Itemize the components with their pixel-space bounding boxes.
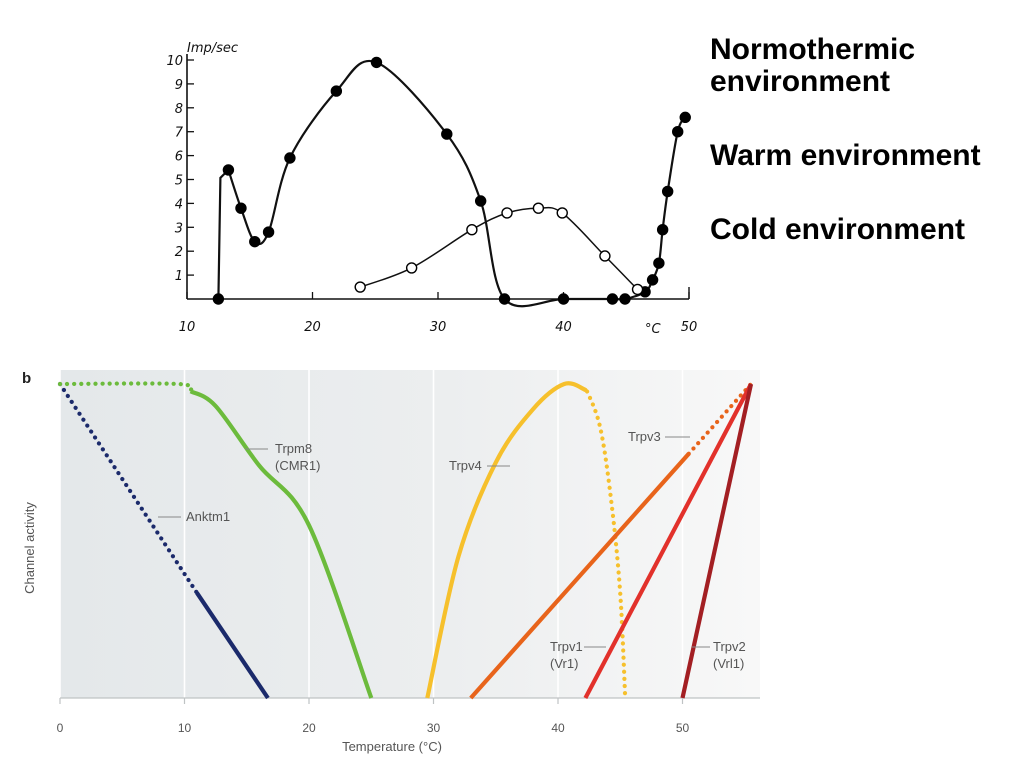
impulse-point-filled <box>679 111 691 124</box>
impulse-point-filled <box>330 85 343 97</box>
impulse-chart-lines <box>217 59 687 308</box>
impulse-chart-xtick-label: 50 <box>681 320 698 335</box>
impulse-chart: 10 20 30 40 50 1 2 3 4 5 6 7 8 9 10 Imp/sec °C <box>166 41 697 337</box>
annotation-line: (Vr1) <box>550 656 578 671</box>
channel-activity-gridlines <box>59 370 684 698</box>
annotation-line: (Vrl1) <box>713 656 744 671</box>
impulse-point-open <box>599 250 611 262</box>
legend-item-normothermic: Normothermic environment <box>710 33 916 98</box>
annotation-anktm1: Anktm1 <box>186 509 230 524</box>
series-trpm8-cmr1-dotted <box>57 381 194 394</box>
channel-activity-xlabel: Temperature (°C) <box>342 739 442 754</box>
annotation-line: (CMR1) <box>275 458 321 473</box>
annotation-trpv4: Trpv4 <box>449 458 482 473</box>
channel-activity-ylabel: Channel activity <box>22 502 37 594</box>
series-trpv2-vrl1-solid <box>680 383 754 699</box>
annotation-line: Trpv1 <box>550 639 583 654</box>
annotation-line: Trpv3 <box>628 429 661 444</box>
impulse-chart-xtick-label: 30 <box>430 320 447 335</box>
annotation-trpv2-vrl1: Trpv2 (Vrl1) <box>713 639 746 671</box>
impulse-point-open <box>501 207 513 219</box>
series-anktm1-dotted <box>57 381 199 595</box>
impulse-chart-ytick-label: 10 <box>166 54 183 69</box>
impulse-chart-xtick-label: 10 <box>179 320 196 335</box>
impulse-chart-points <box>212 56 691 305</box>
legend: Normothermic environment Warm environmen… <box>710 34 1020 246</box>
impulse-point-filled <box>284 152 296 164</box>
annotation-line: Trpv2 <box>713 639 746 654</box>
channel-activity-xtick-label: 10 <box>178 721 192 735</box>
impulse-point-filled <box>656 223 669 236</box>
impulse-chart-ytick-label: 9 <box>175 78 183 93</box>
impulse-point-filled <box>653 257 665 269</box>
impulse-point-open <box>354 281 366 293</box>
impulse-point-filled <box>498 293 511 305</box>
series-trpv3-dotted <box>686 381 754 456</box>
impulse-chart-ytick-label: 5 <box>175 174 183 189</box>
impulse-point-open <box>631 283 644 296</box>
impulse-point-filled <box>606 293 619 305</box>
series-anktm1-solid <box>195 591 270 700</box>
legend-item-cold: Cold environment <box>710 213 966 246</box>
series-trpm8-cmr1-solid <box>189 389 374 699</box>
impulse-chart-xunit: °C <box>645 322 662 337</box>
channel-activity-xtick-label: 0 <box>57 721 64 735</box>
channel-activity-lines <box>57 381 754 701</box>
legend-item-warm: Warm environment <box>710 139 981 172</box>
annotation-trpv3: Trpv3 <box>628 429 661 444</box>
impulse-series-line-open <box>359 206 639 290</box>
impulse-point-filled <box>262 226 275 238</box>
annotation-line: Trpm8 <box>275 441 312 456</box>
impulse-series-line-filled <box>217 59 687 308</box>
series-trpv1-vr1-solid <box>583 383 753 699</box>
impulse-point-open <box>405 262 418 274</box>
impulse-point-filled <box>235 202 247 214</box>
impulse-chart-ytick-label: 6 <box>175 150 183 165</box>
annotation-line: Trpv4 <box>449 458 482 473</box>
impulse-chart-ytick-label: 2 <box>175 245 183 260</box>
impulse-point-filled <box>222 164 235 176</box>
panel-label: b <box>22 370 31 387</box>
impulse-chart-ytick-label: 8 <box>175 102 183 117</box>
impulse-chart-xtick-label: 40 <box>555 320 572 335</box>
annotation-trpv1-vr1: Trpv1 (Vr1) <box>550 639 583 671</box>
impulse-point-filled <box>212 293 225 305</box>
channel-activity-ticks: 0 10 20 30 40 50 <box>57 698 690 735</box>
impulse-point-filled <box>661 185 674 198</box>
impulse-point-filled <box>370 56 383 69</box>
impulse-point-filled <box>646 274 659 286</box>
impulse-point-filled <box>557 293 570 305</box>
impulse-chart-ytick-label: 7 <box>175 126 184 141</box>
annotation-line: Anktm1 <box>186 509 230 524</box>
impulse-point-filled <box>441 128 453 140</box>
impulse-chart-ticks: 10 20 30 40 50 1 2 3 4 5 6 7 8 9 10 <box>166 54 697 335</box>
impulse-point-open <box>532 202 545 214</box>
channel-activity-plot-area <box>60 370 760 698</box>
channel-activity-xtick-label: 50 <box>676 721 690 735</box>
impulse-chart-ytick-label: 4 <box>175 197 183 212</box>
impulse-point-filled <box>619 293 631 305</box>
annotation-trpm8-cmr1: Trpm8 (CMR1) <box>275 441 321 473</box>
impulse-chart-ytick-label: 3 <box>175 221 183 236</box>
channel-activity-xtick-label: 40 <box>551 721 565 735</box>
impulse-chart-axes <box>186 54 690 300</box>
series-trpv4-dotted <box>583 385 628 701</box>
channel-activity-xtick-label: 30 <box>427 721 441 735</box>
channel-activity-xtick-label: 20 <box>302 721 316 735</box>
impulse-point-open <box>466 223 478 236</box>
series-trpv3-solid <box>469 452 691 700</box>
series-trpv4-solid <box>425 381 587 699</box>
impulse-chart-ylabel: Imp/sec <box>187 41 238 56</box>
impulse-point-filled <box>249 235 261 248</box>
impulse-point-filled <box>672 125 684 138</box>
impulse-chart-ytick-label: 1 <box>175 269 183 284</box>
impulse-point-open <box>556 207 568 219</box>
impulse-chart-xtick-label: 20 <box>304 320 321 335</box>
impulse-point-filled <box>474 195 487 207</box>
